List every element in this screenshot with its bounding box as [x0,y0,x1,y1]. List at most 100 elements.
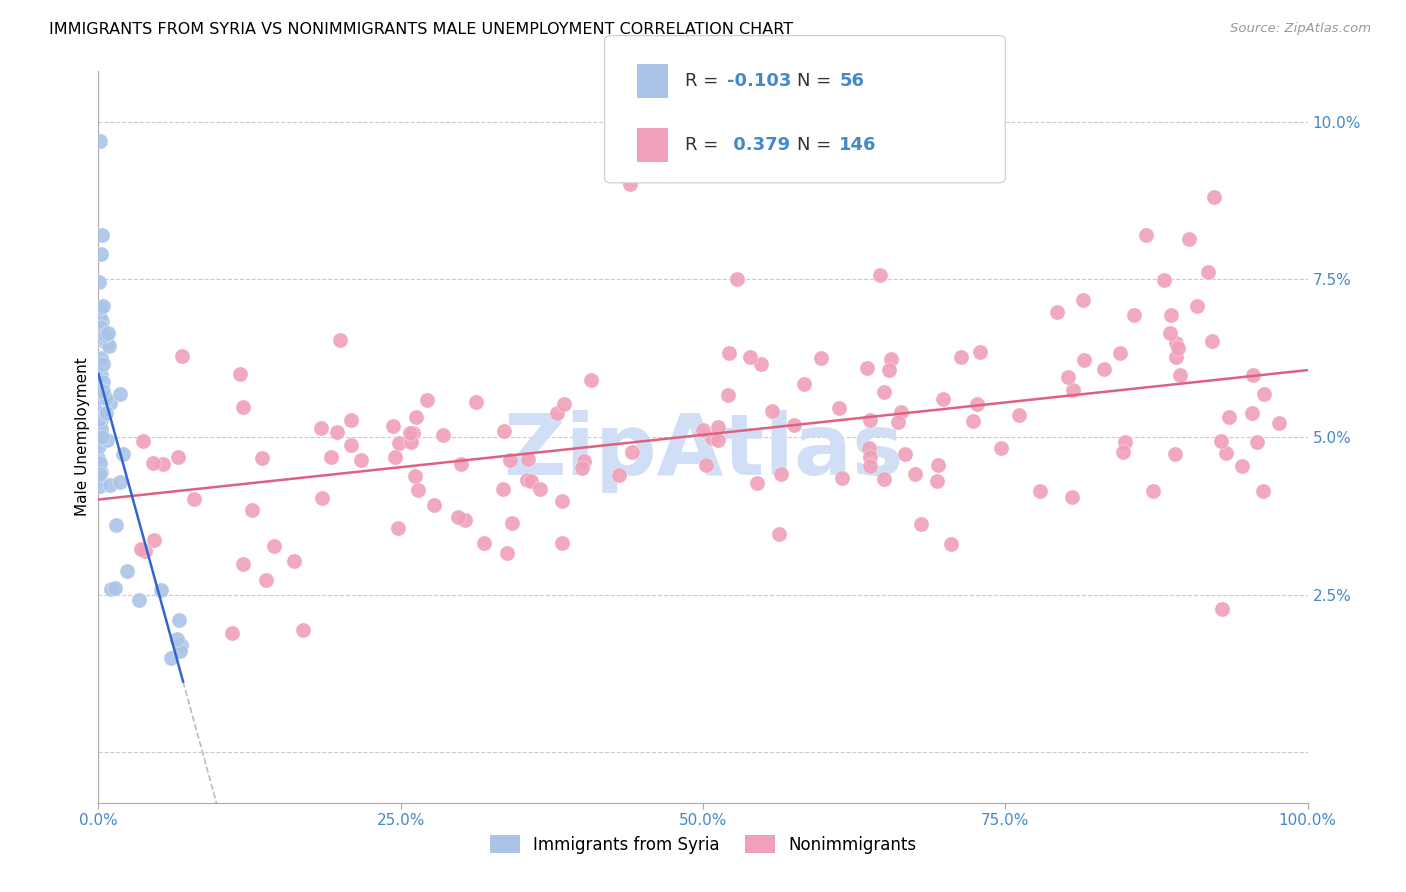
Point [89,301,111,315]
Legend: Immigrants from Syria, Nonimmigrants: Immigrants from Syria, Nonimmigrants [484,829,922,860]
Point [94,391,117,405]
Point [228,367,250,381]
Point [232,558,254,572]
Point [1159,326,1181,340]
Point [402,425,425,440]
Point [768,527,790,541]
Point [142,456,165,470]
Point [89,310,111,325]
Point [546,406,568,420]
Point [97,326,120,340]
Point [381,419,404,434]
Point [89,411,111,425]
Point [858,458,880,473]
Y-axis label: Male Unemployment: Male Unemployment [75,358,90,516]
Point [340,413,363,427]
Point [128,592,150,607]
Point [89,406,111,420]
Point [1268,416,1291,430]
Point [89,334,111,348]
Text: IMMIGRANTS FROM SYRIA VS NONIMMIGRANTS MALE UNEMPLOYMENT CORRELATION CHART: IMMIGRANTS FROM SYRIA VS NONIMMIGRANTS M… [49,22,793,37]
Point [1111,445,1133,459]
Point [856,361,879,376]
Point [87,465,110,479]
Point [793,377,815,392]
Point [1060,490,1083,504]
Text: N =: N = [797,136,837,154]
Point [1046,305,1069,319]
Point [725,272,748,286]
Point [340,438,363,452]
Point [553,397,575,411]
Point [707,433,730,447]
Point [350,453,373,467]
Point [529,482,551,496]
Point [1240,406,1263,420]
Point [89,328,111,343]
Point [221,625,243,640]
Text: 56: 56 [839,72,865,90]
Point [105,518,128,533]
Point [1135,228,1157,243]
Point [89,457,111,471]
Point [904,467,927,481]
Point [96,406,118,420]
Point [170,349,193,363]
Point [87,308,110,322]
Point [254,573,277,587]
Point [887,416,910,430]
Point [423,498,446,512]
Point [416,392,439,407]
Point [89,275,111,289]
Point [90,247,112,261]
Point [87,424,110,438]
Point [1185,300,1208,314]
Point [1164,336,1187,351]
Point [321,450,343,465]
Point [1062,384,1084,398]
Point [692,424,714,438]
Point [950,351,973,365]
Point [769,467,792,481]
Text: R =: R = [685,72,724,90]
Point [91,313,114,327]
Point [931,392,953,406]
Point [447,509,470,524]
Point [472,536,495,550]
Point [969,344,991,359]
Point [579,373,602,387]
Point [1056,369,1078,384]
Point [1211,601,1233,615]
Point [517,451,540,466]
Point [98,478,121,492]
Point [1215,446,1237,460]
Point [115,564,138,578]
Point [1092,362,1115,376]
Point [90,351,112,365]
Point [90,413,112,427]
Point [91,384,114,398]
Point [1246,435,1268,450]
Point [1071,293,1094,307]
Point [87,451,110,466]
Point [1218,409,1240,424]
Point [167,613,190,627]
Point [90,228,112,243]
Point [1202,190,1225,204]
Point [1201,334,1223,349]
Point [90,422,112,436]
Point [169,644,191,658]
Point [894,447,917,461]
Point [399,434,422,449]
Point [1197,265,1219,279]
Point [90,320,112,334]
Point [384,450,406,465]
Point [492,424,515,438]
Point [232,401,254,415]
Text: R =: R = [685,136,724,154]
Point [96,335,118,350]
Point [990,441,1012,455]
Point [880,352,903,367]
Point [810,351,832,366]
Point [93,357,115,371]
